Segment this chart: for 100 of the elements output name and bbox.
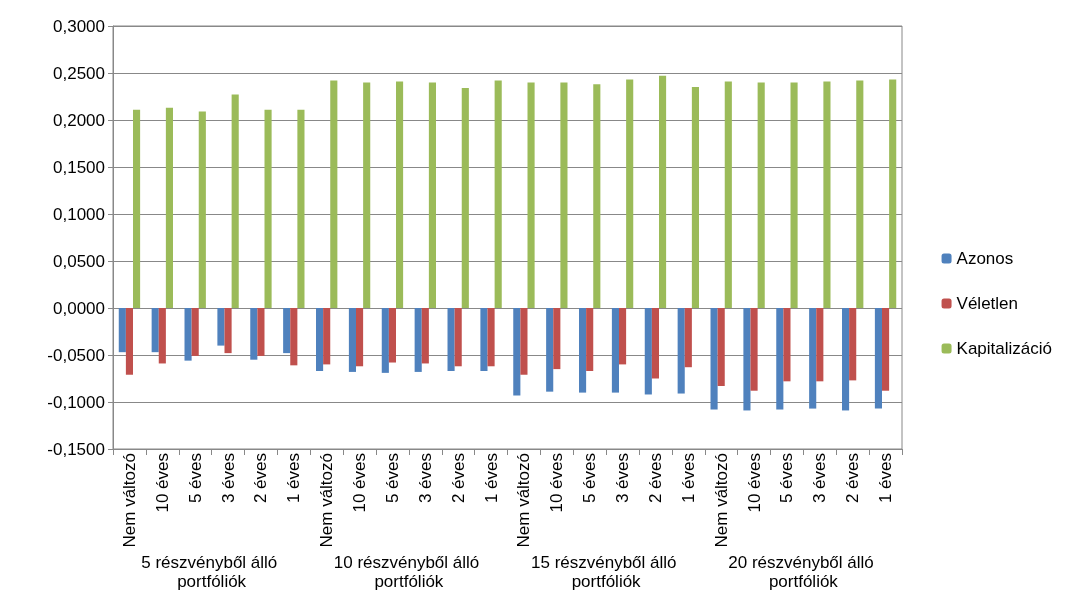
bar — [447, 308, 455, 371]
y-tick-label: 0,3000 — [53, 16, 105, 36]
bar — [224, 308, 232, 354]
bar — [823, 81, 831, 308]
bar — [527, 82, 535, 308]
bar — [856, 80, 864, 308]
x-tick-label: 1 éves — [284, 453, 304, 504]
bar — [125, 308, 133, 375]
bar — [710, 308, 718, 410]
bar — [546, 308, 554, 392]
x-tick-label: 3 éves — [415, 453, 435, 504]
bar — [553, 308, 561, 370]
text: 20 részvényből álló portfóliók — [728, 553, 879, 591]
y-tick-label: 0,2500 — [53, 63, 105, 83]
bar — [151, 308, 159, 353]
bar — [809, 308, 817, 409]
bar — [257, 308, 265, 356]
bar — [363, 82, 371, 308]
legend-label: Véletlen — [956, 294, 1018, 313]
y-tick-label: -0,1000 — [47, 392, 105, 412]
text: 5 részvényből álló portfóliók — [141, 553, 283, 591]
bar — [165, 107, 173, 308]
bar — [118, 308, 126, 353]
bar — [480, 308, 488, 371]
bar — [250, 308, 258, 360]
bar — [454, 308, 462, 367]
bar — [776, 308, 784, 410]
x-tick-label: 2 éves — [251, 453, 271, 504]
bar — [743, 308, 751, 411]
bar — [290, 308, 298, 366]
bar — [724, 81, 732, 308]
bar — [560, 82, 568, 308]
bar — [388, 308, 396, 363]
bar — [414, 308, 422, 372]
legend-label: Kapitalizáció — [956, 339, 1053, 358]
y-tick-label: 0,1000 — [53, 204, 105, 224]
x-tick-label: Nem változó — [119, 453, 139, 548]
bar — [396, 81, 404, 308]
y-tick-label: -0,0500 — [47, 345, 105, 365]
bar — [133, 109, 141, 308]
bar — [586, 308, 594, 371]
bar — [520, 308, 528, 375]
x-tick-label: 3 éves — [218, 453, 238, 504]
bar — [297, 109, 305, 308]
text: 15 részvényből álló portfóliók — [530, 553, 682, 591]
bar — [513, 308, 521, 396]
bar — [348, 308, 356, 372]
y-tick-label: 0,2000 — [53, 110, 105, 130]
x-tick-label: 1 éves — [481, 453, 501, 504]
bar — [874, 308, 882, 409]
bar — [644, 308, 652, 395]
bar — [356, 308, 364, 367]
bar — [428, 82, 436, 308]
x-tick-label: 10 éves — [744, 453, 764, 513]
bar — [316, 308, 324, 371]
bar — [158, 308, 166, 364]
bar — [626, 79, 634, 308]
bar — [659, 75, 667, 308]
bar — [461, 88, 469, 308]
bar — [593, 84, 601, 308]
x-tick-label: 3 éves — [810, 453, 830, 504]
bar — [283, 308, 291, 354]
bar — [889, 79, 897, 308]
bar — [579, 308, 587, 393]
x-tick-label: Nem változó — [317, 453, 337, 548]
bar — [184, 308, 192, 361]
x-tick-label: 10 éves — [152, 453, 172, 513]
x-tick-label: 5 éves — [777, 453, 797, 504]
bar — [790, 82, 798, 308]
bar — [217, 308, 225, 346]
bar — [783, 308, 791, 382]
bar — [619, 308, 627, 365]
bar — [750, 308, 758, 391]
bar — [717, 308, 725, 387]
bar — [381, 308, 389, 373]
bar — [677, 308, 685, 394]
bar — [651, 308, 659, 379]
bar — [330, 80, 338, 308]
x-tick-label: 5 éves — [185, 453, 205, 504]
x-tick-label: 1 éves — [678, 453, 698, 504]
bar — [231, 94, 239, 308]
bar — [421, 308, 429, 364]
bar — [849, 308, 857, 381]
y-tick-label: 0,1500 — [53, 157, 105, 177]
x-tick-label: Nem változó — [514, 453, 534, 548]
text: 10 részvényből álló portfóliók — [333, 553, 485, 591]
x-tick-label: 3 éves — [613, 453, 633, 504]
bar — [684, 308, 692, 368]
bar — [882, 308, 890, 391]
bar — [487, 308, 495, 367]
x-tick-label: 1 éves — [876, 453, 896, 504]
y-tick-label: -0,1500 — [47, 439, 105, 459]
bar — [757, 82, 765, 308]
bar — [816, 308, 824, 382]
x-tick-label: 5 éves — [580, 453, 600, 504]
y-tick-label: 0,0500 — [53, 251, 105, 271]
x-tick-label: 2 éves — [843, 453, 863, 504]
x-tick-label: 10 éves — [547, 453, 567, 513]
x-tick-label: 5 éves — [382, 453, 402, 504]
bar — [494, 80, 502, 308]
